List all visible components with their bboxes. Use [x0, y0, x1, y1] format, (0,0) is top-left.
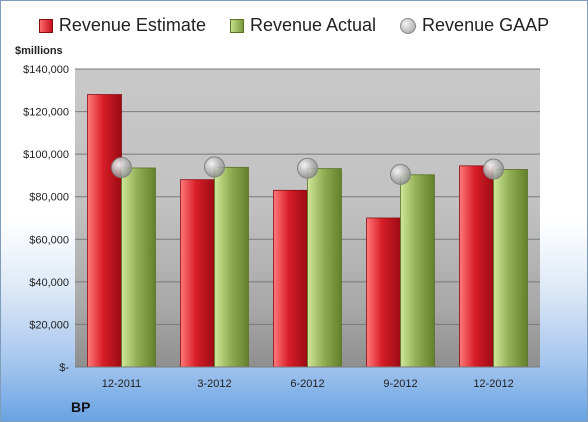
legend-label-gaap: Revenue GAAP: [422, 15, 550, 35]
legend-label-actual: Revenue Actual: [249, 15, 377, 35]
estimate-bar: [459, 165, 494, 368]
y-tick-label: $40,000: [29, 277, 69, 289]
company-label: BP: [71, 399, 91, 415]
y-axis-ticks: $- $20,000 $40,000 $60,000 $80,000 $100,000 $1…: [23, 64, 69, 374]
y-tick-label: $60,000: [29, 234, 69, 246]
gaap-marker: [483, 158, 504, 180]
legend-swatch-estimate: [38, 18, 53, 33]
x-tick-label: 6-2012: [290, 378, 324, 390]
legend-swatch-gaap: [400, 17, 417, 34]
legend-item-actual: Revenue Actual: [229, 15, 377, 36]
actual-bar: [400, 174, 435, 368]
actual-bar: [214, 166, 249, 368]
estimate-bar: [180, 179, 215, 368]
legend-item-gaap: Revenue GAAP: [400, 15, 549, 36]
y-tick-label: $140,000: [23, 64, 69, 76]
gaap-marker: [111, 157, 132, 179]
actual-bar: [121, 167, 156, 368]
estimate-bar: [273, 189, 308, 368]
y-tick-label: $80,000: [29, 192, 69, 204]
gaap-markers: [111, 156, 504, 185]
estimate-bar: [87, 94, 122, 368]
gaap-marker: [390, 163, 411, 185]
x-tick-label: 9-2012: [383, 378, 417, 390]
x-tick-label: 12-2011: [102, 378, 142, 390]
legend-swatch-actual: [229, 18, 244, 33]
y-tick-label: $100,000: [23, 149, 69, 161]
estimate-bar: [366, 217, 401, 368]
gaap-marker: [204, 156, 225, 178]
legend: Revenue Estimate Revenue Actual Revenue …: [1, 15, 587, 36]
x-tick-label: 3-2012: [197, 378, 231, 390]
actual-bar: [493, 169, 528, 368]
y-tick-label: $20,000: [29, 319, 69, 331]
legend-label-estimate: Revenue Estimate: [58, 15, 206, 35]
y-tick-label: $-: [59, 362, 69, 374]
legend-item-estimate: Revenue Estimate: [38, 15, 206, 36]
gaap-marker: [297, 157, 318, 179]
y-tick-label: $120,000: [23, 107, 69, 119]
actual-bar: [307, 168, 342, 368]
bars: [87, 94, 528, 368]
x-tick-label: 12-2012: [473, 378, 513, 390]
unit-label: $millions: [15, 45, 63, 57]
x-axis-ticks: 12-2011 3-2012 6-2012 9-2012 12-2012: [102, 378, 514, 390]
